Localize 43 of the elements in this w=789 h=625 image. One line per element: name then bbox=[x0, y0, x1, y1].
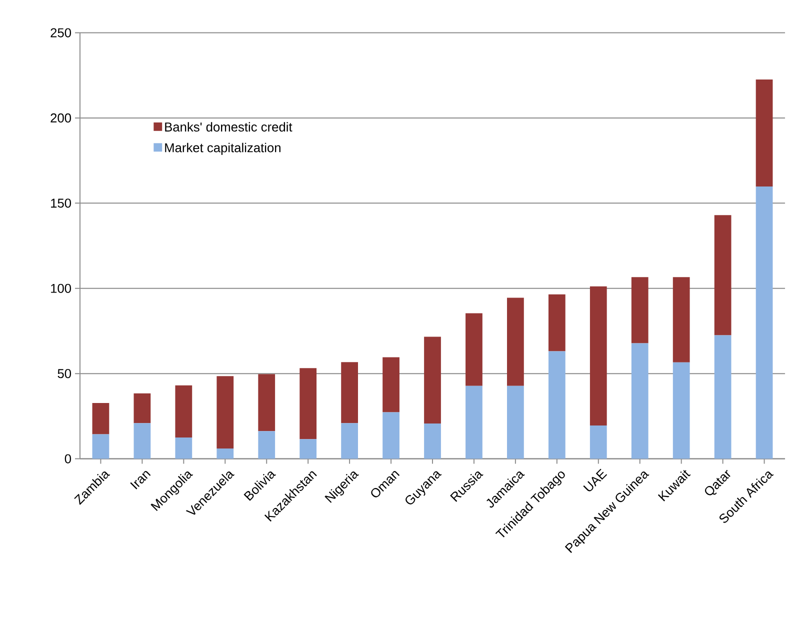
legend-label: Market capitalization bbox=[165, 143, 280, 156]
legend-label: Banks' domestic credit bbox=[165, 122, 292, 132]
bar bbox=[216, 376, 234, 449]
bar bbox=[134, 394, 151, 424]
bar bbox=[756, 80, 773, 187]
bar bbox=[631, 343, 648, 459]
bar bbox=[341, 423, 358, 459]
bar bbox=[300, 368, 317, 440]
bar bbox=[507, 298, 524, 386]
bar bbox=[466, 386, 482, 459]
bar bbox=[424, 424, 441, 459]
bar bbox=[92, 434, 110, 459]
y-tick-label: 250 bbox=[50, 28, 72, 38]
bar bbox=[714, 335, 732, 459]
y-tick-label: 50 bbox=[58, 369, 72, 378]
bar bbox=[175, 438, 192, 459]
bar bbox=[300, 439, 317, 459]
bar bbox=[672, 277, 690, 363]
bar bbox=[258, 374, 276, 432]
bar bbox=[424, 336, 441, 424]
bar bbox=[590, 426, 607, 459]
bar bbox=[631, 277, 648, 344]
bar bbox=[175, 386, 192, 438]
y-tick-label: 150 bbox=[51, 198, 72, 208]
bar bbox=[92, 403, 110, 434]
bar bbox=[548, 351, 566, 459]
bar bbox=[507, 386, 524, 459]
bar bbox=[548, 294, 566, 352]
bar bbox=[590, 286, 607, 426]
bar bbox=[134, 423, 151, 459]
bar bbox=[714, 215, 732, 336]
x-tick-label: Iran bbox=[130, 471, 151, 490]
bar bbox=[382, 357, 400, 412]
y-tick-label: 200 bbox=[50, 114, 72, 123]
bar bbox=[466, 313, 482, 386]
y-tick-label: 100 bbox=[51, 284, 72, 294]
bar bbox=[382, 412, 400, 459]
bar bbox=[258, 431, 276, 459]
bar bbox=[672, 362, 690, 459]
bar bbox=[216, 448, 234, 459]
bar bbox=[756, 186, 773, 459]
bar bbox=[341, 362, 358, 424]
y-tick-label: 0 bbox=[64, 454, 72, 464]
